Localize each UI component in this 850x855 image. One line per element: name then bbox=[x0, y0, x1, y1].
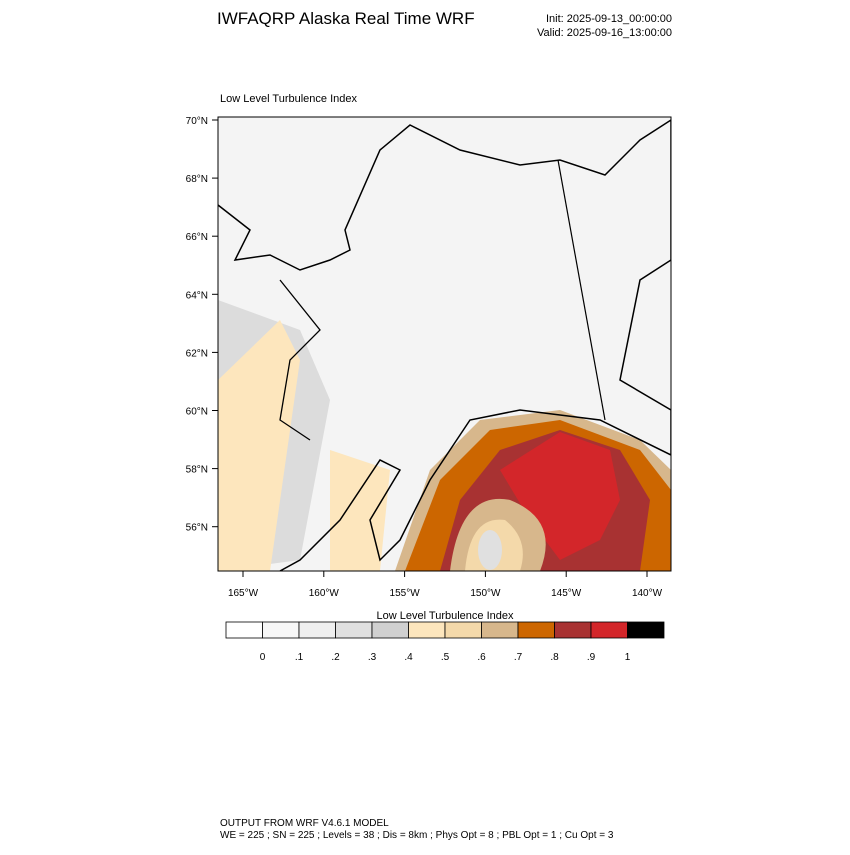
lat-label: 70°N bbox=[186, 116, 208, 127]
colorbar-box bbox=[335, 621, 373, 639]
colorbar-label: .4 bbox=[404, 652, 413, 663]
colorbar-label: .1 bbox=[295, 652, 304, 663]
colorbar-label: .2 bbox=[331, 652, 340, 663]
map-label: Low Level Turbulence Index bbox=[220, 93, 357, 105]
shade bbox=[500, 432, 620, 560]
colorbar-label: .7 bbox=[514, 652, 523, 663]
footer-line: OUTPUT FROM WRF V4.6.1 MODEL bbox=[220, 818, 389, 829]
coastline bbox=[279, 279, 321, 441]
lon-label: 140°W bbox=[632, 588, 663, 599]
colorbar-box bbox=[444, 621, 482, 639]
map-frame bbox=[217, 116, 672, 572]
lat-labels: 70°N 68°N 66°N 64°N 62°N 60°N 58°N 56°N bbox=[186, 116, 218, 534]
lat-label: 68°N bbox=[186, 174, 208, 185]
lon-labels: 165°W 160°W 155°W 150°W 145°W 140°W bbox=[228, 571, 663, 599]
title: IWFAQRP Alaska Real Time WRF bbox=[217, 9, 475, 28]
lat-label: 56°N bbox=[186, 523, 208, 534]
colorbar-box bbox=[371, 621, 409, 639]
lon-label: 160°W bbox=[309, 588, 340, 599]
colorbar: 0 .1 .2 .3 .4 .5 .6 .7 .8 .9 1 bbox=[225, 621, 665, 663]
colorbar-label: .5 bbox=[441, 652, 450, 663]
footer-line: WE = 225 ; SN = 225 ; Levels = 38 ; Dis … bbox=[220, 830, 614, 841]
shade bbox=[218, 320, 300, 571]
init-time: Init: 2025-09-13_00:00:00 bbox=[546, 13, 672, 25]
colorbar-box bbox=[517, 621, 555, 639]
colorbar-box bbox=[408, 621, 446, 639]
coastline bbox=[218, 119, 671, 571]
colorbar-box bbox=[590, 621, 628, 639]
lon-label: 150°W bbox=[470, 588, 501, 599]
colorbar-box bbox=[225, 621, 263, 639]
lat-label: 66°N bbox=[186, 232, 208, 243]
colorbar-box bbox=[298, 621, 336, 639]
lon-label: 155°W bbox=[390, 588, 421, 599]
colorbar-title: Low Level Turbulence Index bbox=[377, 610, 514, 622]
lat-label: 58°N bbox=[186, 465, 208, 476]
colorbar-label: .3 bbox=[368, 652, 377, 663]
map bbox=[217, 116, 672, 572]
colorbar-label: .8 bbox=[550, 652, 559, 663]
lat-label: 60°N bbox=[186, 407, 208, 418]
colorbar-label: 1 bbox=[625, 652, 631, 663]
shade bbox=[478, 530, 502, 570]
shade bbox=[330, 450, 390, 571]
colorbar-box bbox=[481, 621, 519, 639]
colorbar-box bbox=[262, 621, 300, 639]
border bbox=[557, 159, 606, 421]
lat-label: 64°N bbox=[186, 290, 208, 301]
valid-time: Valid: 2025-09-16_13:00:00 bbox=[537, 27, 672, 39]
colorbar-label: .6 bbox=[477, 652, 486, 663]
colorbar-box bbox=[627, 621, 665, 639]
colorbar-label: 0 bbox=[260, 652, 266, 663]
lat-label: 62°N bbox=[186, 348, 208, 359]
lon-label: 145°W bbox=[551, 588, 582, 599]
colorbar-label: .9 bbox=[587, 652, 596, 663]
lon-label: 165°W bbox=[228, 588, 259, 599]
colorbar-box bbox=[554, 621, 592, 639]
